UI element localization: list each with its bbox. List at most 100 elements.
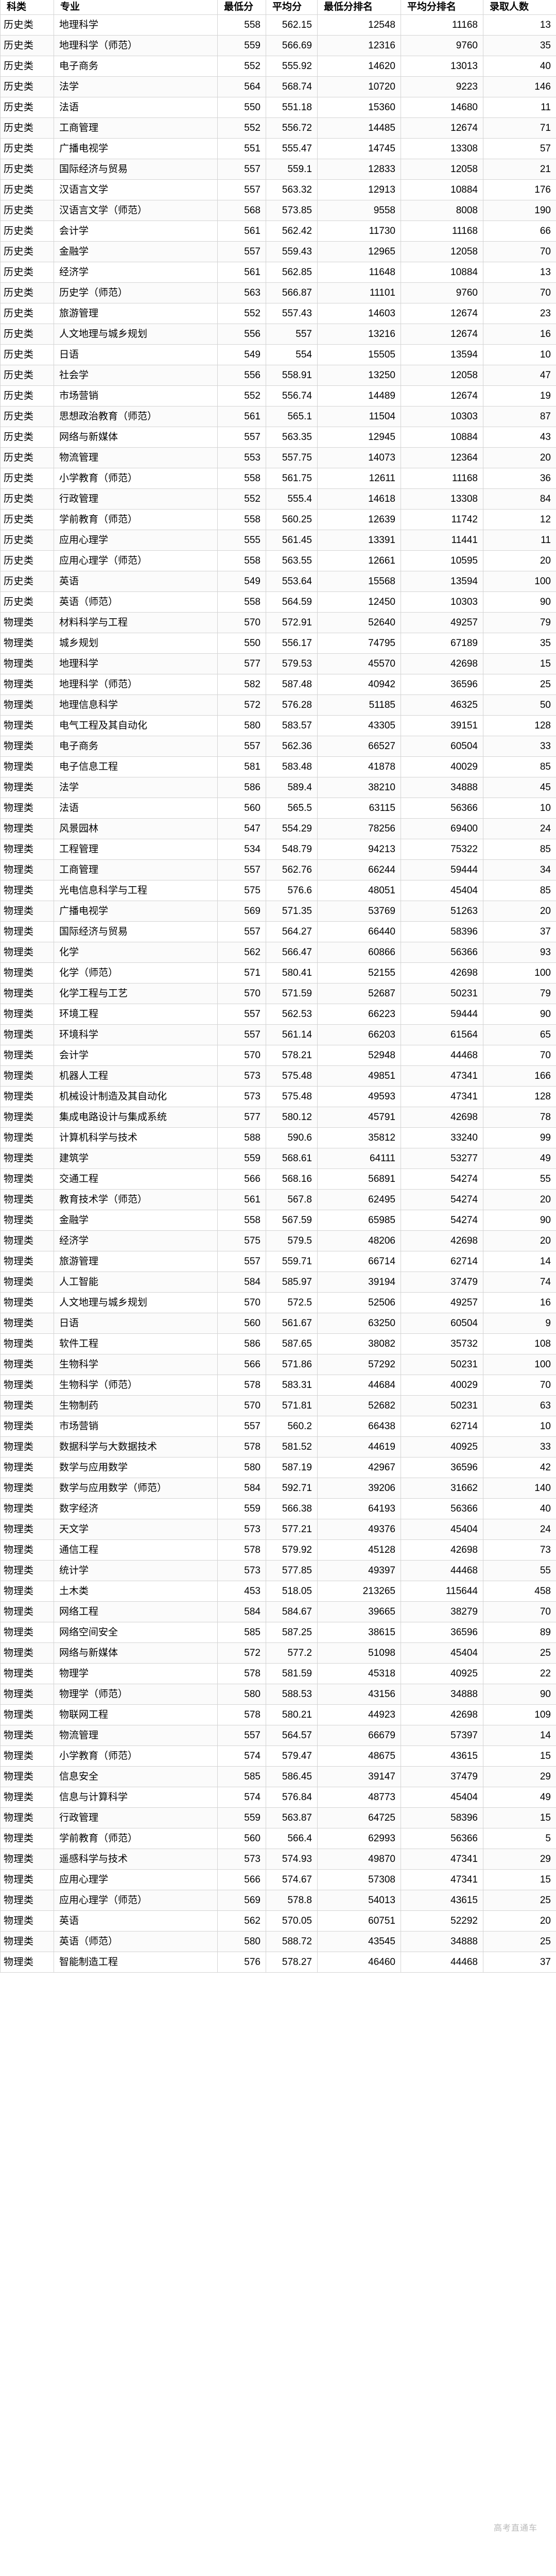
- cell-avg-score-rank: 12674: [401, 303, 483, 324]
- table-row: 物理类 物理学（师范） 580 588.53 43156 34888 90: [0, 1684, 556, 1705]
- cell-avg-score-rank: 10884: [401, 179, 483, 200]
- cell-major: 电气工程及其自动化: [54, 715, 218, 736]
- cell-min-score: 570: [217, 612, 266, 633]
- cell-min-score-rank: 66440: [317, 921, 401, 942]
- cell-admitted-count: 16: [483, 1292, 556, 1313]
- cell-min-score-rank: 66203: [317, 1024, 401, 1045]
- cell-min-score: 573: [217, 1519, 266, 1540]
- cell-avg-score: 562.15: [266, 14, 318, 36]
- cell-major: 光电信息科学与工程: [54, 880, 218, 901]
- cell-avg-score: 588.72: [266, 1931, 318, 1952]
- table-row: 历史类 金融学 557 559.43 12965 12058 70: [0, 241, 556, 262]
- cell-subject-category: 历史类: [0, 138, 54, 159]
- table-row: 物理类 通信工程 578 579.92 45128 42698 73: [0, 1539, 556, 1561]
- cell-min-score: 588: [217, 1127, 266, 1148]
- cell-major: 集成电路设计与集成系统: [54, 1107, 218, 1128]
- cell-avg-score-rank: 46325: [401, 694, 483, 716]
- cell-subject-category: 物理类: [0, 1828, 54, 1849]
- cell-avg-score: 576.28: [266, 694, 318, 716]
- cell-subject-category: 物理类: [0, 1416, 54, 1437]
- cell-admitted-count: 35: [483, 633, 556, 654]
- cell-subject-category: 物理类: [0, 1395, 54, 1416]
- table-row: 物理类 教育技术学（师范） 561 567.8 62495 54274 20: [0, 1189, 556, 1210]
- cell-avg-score-rank: 54274: [401, 1168, 483, 1190]
- table-row: 物理类 人工智能 584 585.97 39194 37479 74: [0, 1272, 556, 1293]
- cell-min-score: 572: [217, 694, 266, 716]
- cell-avg-score: 559.1: [266, 159, 318, 180]
- cell-major: 数学与应用数学: [54, 1457, 218, 1478]
- table-row: 物理类 英语 562 570.05 60751 52292 20: [0, 1910, 556, 1931]
- cell-admitted-count: 15: [483, 653, 556, 674]
- cell-min-score-rank: 12913: [317, 179, 401, 200]
- cell-avg-score: 560.25: [266, 509, 318, 530]
- cell-avg-score-rank: 45404: [401, 1519, 483, 1540]
- cell-subject-category: 物理类: [0, 1498, 54, 1519]
- cell-major: 会计学: [54, 221, 218, 242]
- cell-avg-score-rank: 40029: [401, 756, 483, 777]
- cell-avg-score: 566.38: [266, 1498, 318, 1519]
- cell-avg-score-rank: 42698: [401, 653, 483, 674]
- cell-min-score: 570: [217, 1045, 266, 1066]
- cell-min-score-rank: 38210: [317, 777, 401, 798]
- column-header-admitted-count: 录取人数: [483, 0, 556, 15]
- cell-major: 物联网工程: [54, 1704, 218, 1725]
- cell-major: 环境工程: [54, 1004, 218, 1025]
- cell-subject-category: 物理类: [0, 1478, 54, 1499]
- cell-min-score-rank: 66223: [317, 1004, 401, 1025]
- table-row: 物理类 化学（师范） 571 580.41 52155 42698 100: [0, 962, 556, 984]
- cell-major: 机械设计制造及其自动化: [54, 1086, 218, 1107]
- cell-admitted-count: 109: [483, 1704, 556, 1725]
- cell-avg-score-rank: 42698: [401, 1230, 483, 1251]
- cell-min-score: 578: [217, 1375, 266, 1396]
- cell-major: 法语: [54, 798, 218, 819]
- cell-min-score-rank: 66438: [317, 1416, 401, 1437]
- cell-avg-score: 571.59: [266, 983, 318, 1004]
- table-row: 物理类 物流管理 557 564.57 66679 57397 14: [0, 1725, 556, 1746]
- cell-subject-category: 历史类: [0, 56, 54, 77]
- cell-min-score-rank: 52682: [317, 1395, 401, 1416]
- cell-avg-score: 584.67: [266, 1601, 318, 1622]
- cell-avg-score-rank: 12674: [401, 385, 483, 406]
- cell-major: 电子商务: [54, 736, 218, 757]
- cell-admitted-count: 166: [483, 1065, 556, 1087]
- cell-admitted-count: 43: [483, 427, 556, 448]
- cell-min-score-rank: 45318: [317, 1663, 401, 1684]
- cell-subject-category: 物理类: [0, 1210, 54, 1231]
- cell-subject-category: 历史类: [0, 468, 54, 489]
- cell-major: 网络空间安全: [54, 1622, 218, 1643]
- cell-admitted-count: 15: [483, 1745, 556, 1767]
- cell-subject-category: 物理类: [0, 1787, 54, 1808]
- cell-admitted-count: 25: [483, 1931, 556, 1952]
- cell-min-score-rank: 64193: [317, 1498, 401, 1519]
- cell-avg-score-rank: 45404: [401, 1642, 483, 1664]
- cell-subject-category: 历史类: [0, 509, 54, 530]
- cell-avg-score: 560.2: [266, 1416, 318, 1437]
- cell-subject-category: 物理类: [0, 983, 54, 1004]
- table-row: 物理类 智能制造工程 576 578.27 46460 44468 37: [0, 1952, 556, 1973]
- cell-min-score-rank: 15568: [317, 571, 401, 592]
- column-header-avg-score-rank: 平均分排名: [401, 0, 483, 15]
- cell-admitted-count: 21: [483, 159, 556, 180]
- cell-avg-score-rank: 47341: [401, 1065, 483, 1087]
- cell-avg-score-rank: 40925: [401, 1436, 483, 1458]
- cell-major: 法学: [54, 76, 218, 97]
- cell-admitted-count: 29: [483, 1766, 556, 1787]
- cell-avg-score: 554: [266, 344, 318, 365]
- cell-avg-score-rank: 58396: [401, 1807, 483, 1828]
- table-row: 历史类 历史学（师范） 563 566.87 11101 9760 70: [0, 282, 556, 303]
- table-row: 物理类 化学工程与工艺 570 571.59 52687 50231 79: [0, 983, 556, 1004]
- cell-min-score: 557: [217, 736, 266, 757]
- column-header-min-score: 最低分: [217, 0, 266, 15]
- cell-subject-category: 物理类: [0, 1849, 54, 1870]
- table-row: 物理类 生物科学（师范） 578 583.31 44684 40029 70: [0, 1375, 556, 1396]
- cell-admitted-count: 458: [483, 1581, 556, 1602]
- cell-avg-score-rank: 50231: [401, 983, 483, 1004]
- cell-avg-score: 563.55: [266, 550, 318, 571]
- cell-major: 软件工程: [54, 1333, 218, 1354]
- cell-avg-score-rank: 56366: [401, 1828, 483, 1849]
- table-row: 物理类 机器人工程 573 575.48 49851 47341 166: [0, 1065, 556, 1087]
- cell-min-score: 556: [217, 365, 266, 386]
- cell-avg-score-rank: 47341: [401, 1849, 483, 1870]
- cell-min-score-rank: 14485: [317, 117, 401, 139]
- column-header-min-score-rank: 最低分排名: [317, 0, 401, 15]
